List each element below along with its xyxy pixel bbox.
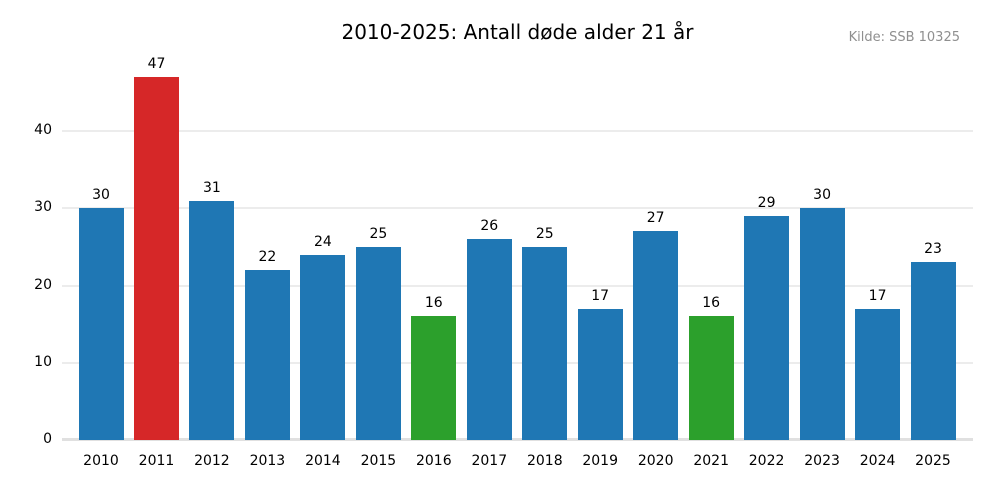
bar-2019 bbox=[577, 308, 623, 440]
x-tick-label-2019: 2019 bbox=[582, 453, 618, 469]
bar-2017 bbox=[466, 239, 512, 440]
y-tick-label-10: 10 bbox=[34, 353, 52, 370]
bar-value-label-2010: 30 bbox=[92, 187, 110, 204]
bar-2014 bbox=[300, 254, 346, 440]
bar-2010 bbox=[78, 208, 124, 440]
y-tick-label-20: 20 bbox=[34, 276, 52, 293]
x-tick-label-2014: 2014 bbox=[305, 453, 341, 469]
bar-value-label-2024: 17 bbox=[868, 287, 887, 304]
bar-value-label-2013: 22 bbox=[258, 249, 277, 266]
x-tick-label-2013: 2013 bbox=[249, 453, 286, 469]
bar-value-label-2025: 23 bbox=[924, 241, 942, 258]
x-tick-label-2022: 2022 bbox=[748, 453, 785, 469]
y-tick-label-0: 0 bbox=[43, 431, 52, 447]
bar-2022 bbox=[744, 216, 790, 440]
bar-value-label-2021: 16 bbox=[702, 295, 721, 312]
bar-value-label-2019: 17 bbox=[591, 287, 610, 304]
y-tick-label-40: 40 bbox=[34, 122, 52, 138]
gridline-40 bbox=[62, 130, 973, 132]
bar-2012 bbox=[189, 200, 235, 440]
x-tick-label-2015: 2015 bbox=[360, 453, 397, 469]
bar-2013 bbox=[244, 270, 290, 440]
bar-2011 bbox=[134, 76, 179, 440]
bar-2024 bbox=[855, 308, 901, 440]
plot-area: 30 47 31 22 24 25 16 26 25 17 27 16 29 30 17 23 2010 201… bbox=[62, 56, 973, 469]
bar-2023 bbox=[799, 208, 845, 440]
bar-2015 bbox=[355, 246, 401, 440]
x-tick-label-2010: 2010 bbox=[83, 453, 119, 469]
x-tick-label-2012: 2012 bbox=[194, 453, 230, 469]
bar-value-label-2015: 25 bbox=[369, 225, 388, 242]
bar-2020 bbox=[633, 231, 679, 440]
x-tick-label-2016: 2016 bbox=[415, 453, 452, 469]
x-tick-label-2025: 2025 bbox=[915, 453, 951, 469]
gridline-20 bbox=[62, 284, 973, 287]
x-tick-label-2020: 2020 bbox=[637, 453, 674, 469]
chart-title: 2010-2025: Antall døde alder 21 år bbox=[341, 20, 694, 44]
source-note: Kilde: SSB 10325 bbox=[848, 30, 960, 45]
bar-value-label-2022: 29 bbox=[757, 195, 776, 211]
x-tick-label-2021: 2021 bbox=[693, 453, 729, 469]
bar-value-label-2017: 26 bbox=[480, 218, 499, 235]
x-tick-label-2018: 2018 bbox=[526, 453, 563, 469]
bar-value-label-2016: 16 bbox=[424, 295, 443, 312]
bar-2018 bbox=[522, 246, 568, 440]
bar-2021 bbox=[688, 316, 734, 440]
x-tick-label-2023: 2023 bbox=[804, 453, 840, 469]
y-tick-label-30: 30 bbox=[34, 199, 52, 216]
bar-value-label-2014: 24 bbox=[313, 233, 332, 250]
x-tick-label-2024: 2024 bbox=[859, 453, 896, 469]
bar-2025 bbox=[910, 262, 956, 440]
x-tick-label-2011: 2011 bbox=[138, 453, 175, 469]
bar-value-label-2012: 31 bbox=[202, 179, 221, 196]
x-axis-baseline bbox=[62, 438, 973, 441]
gridline-30 bbox=[62, 207, 973, 210]
bar-value-label-2018: 25 bbox=[535, 225, 554, 242]
bar-value-label-2023: 30 bbox=[813, 187, 831, 204]
bar-value-label-2020: 27 bbox=[646, 210, 665, 227]
bar-value-label-2011: 47 bbox=[147, 55, 166, 72]
x-tick-label-2017: 2017 bbox=[471, 453, 508, 469]
gridline-10 bbox=[62, 361, 973, 364]
bar-2016 bbox=[411, 316, 457, 440]
